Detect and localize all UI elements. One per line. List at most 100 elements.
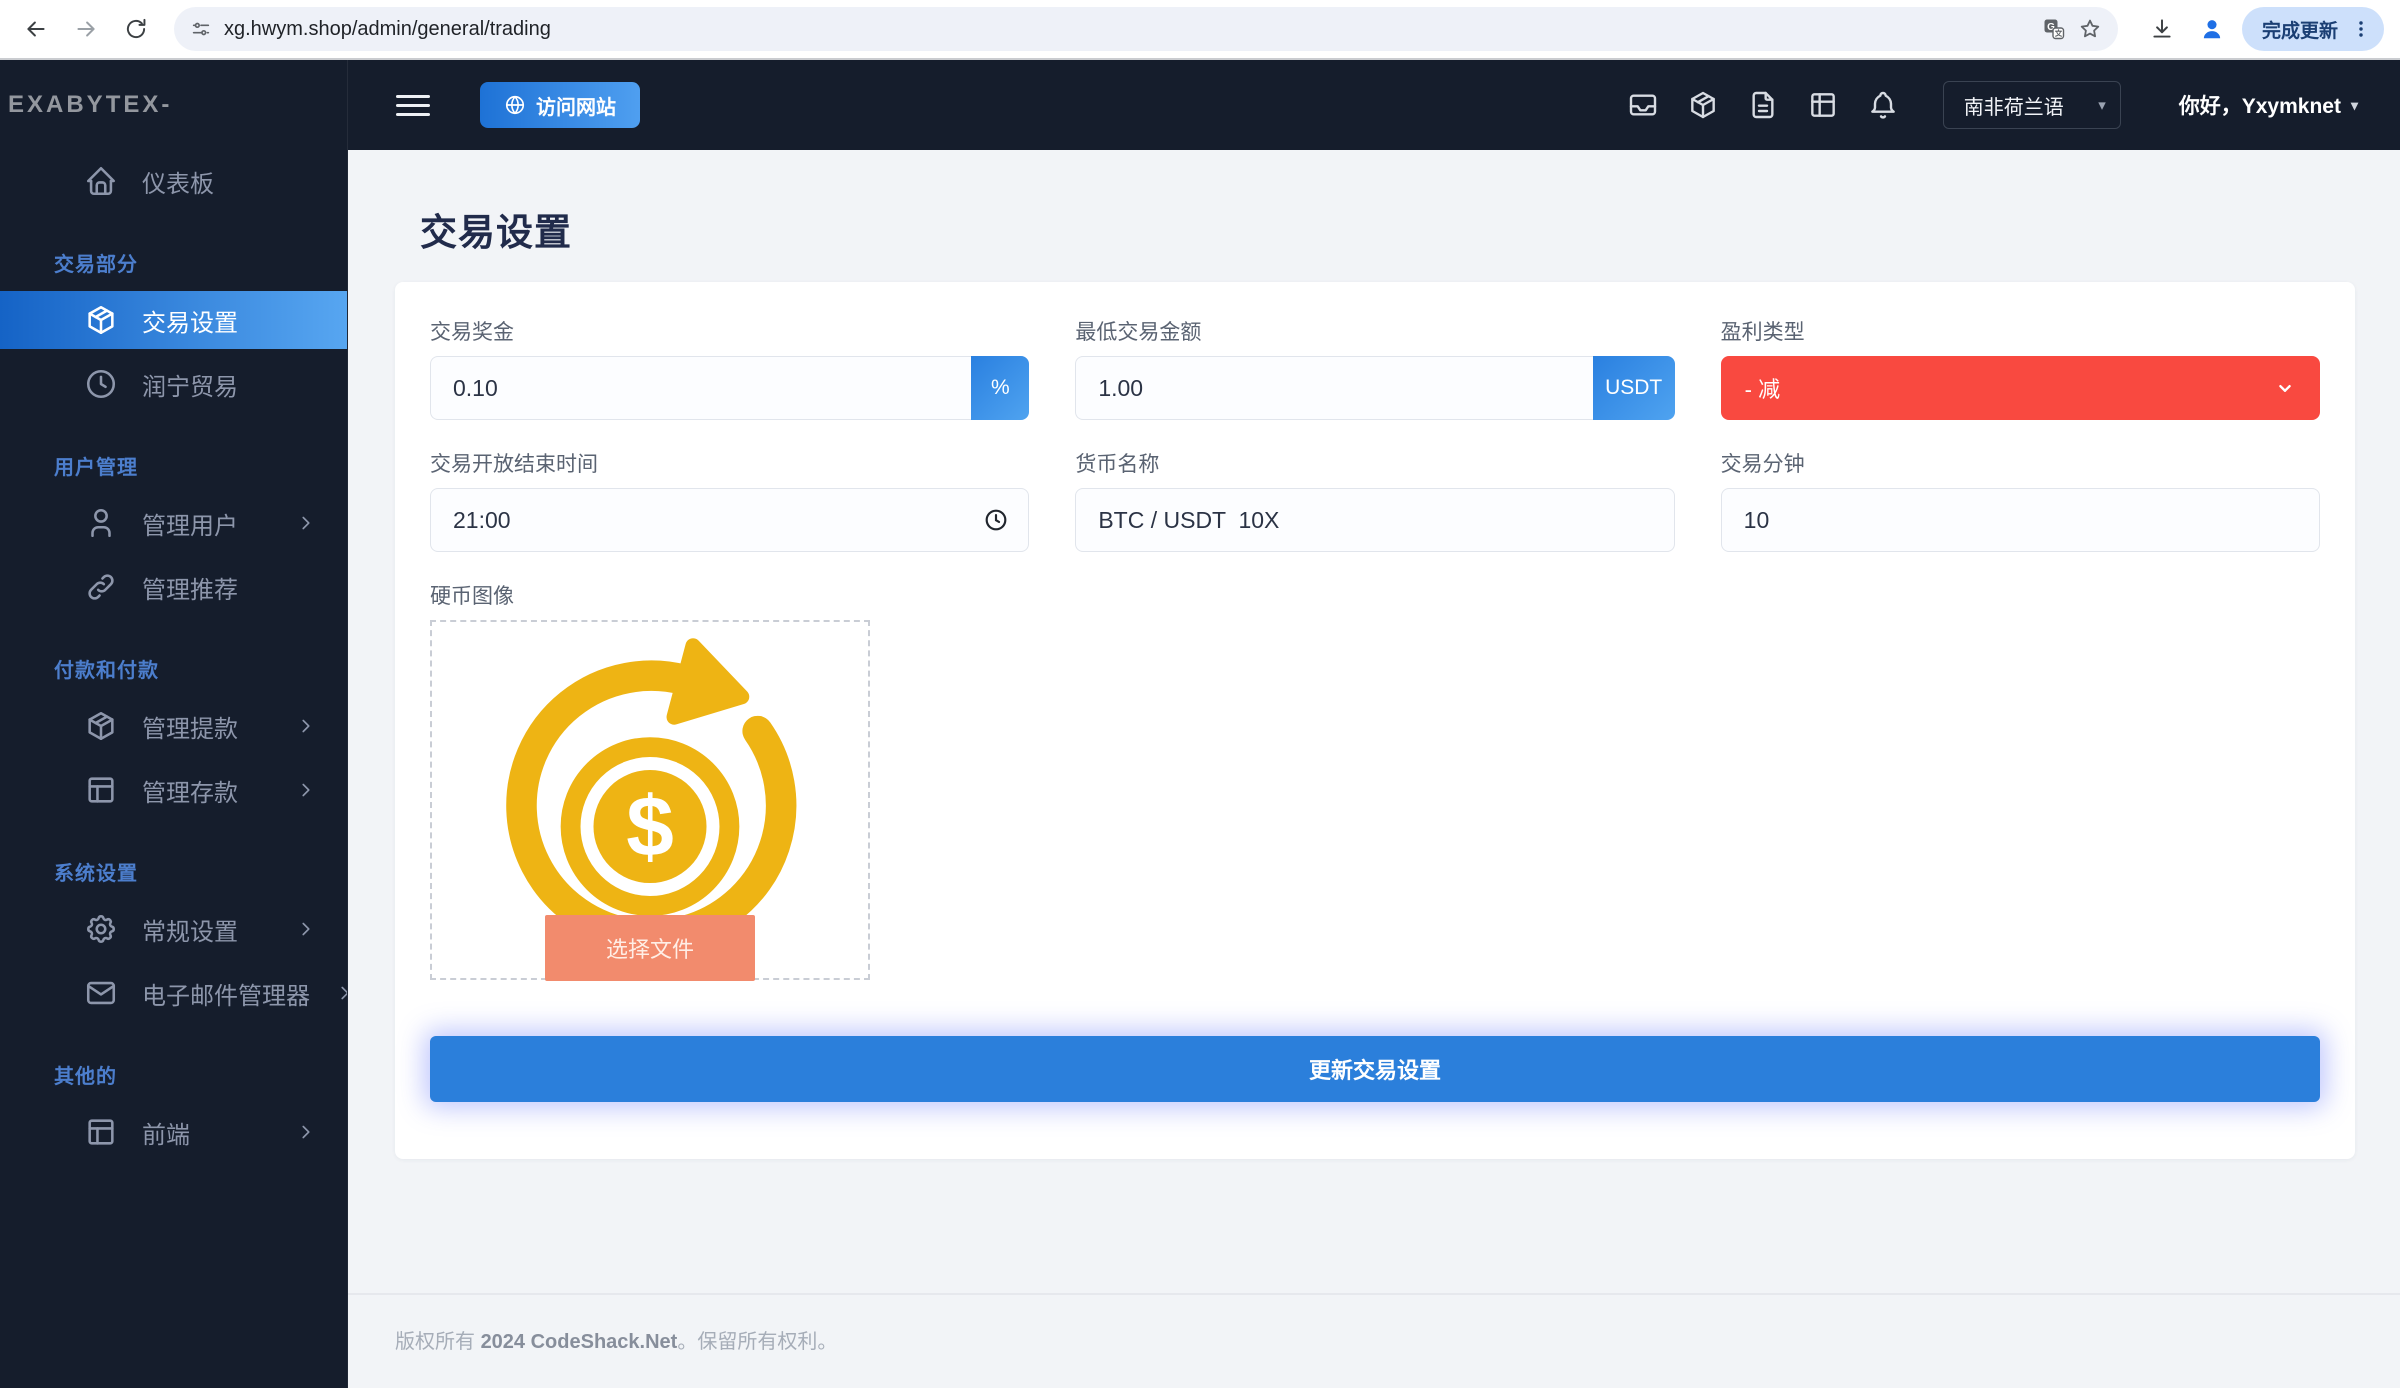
- sidebar-item-label: 管理用户: [142, 512, 238, 540]
- document-icon[interactable]: [1747, 89, 1779, 121]
- field-trade-end-time: 交易开放结束时间: [430, 448, 1030, 552]
- min-trade-amount-input[interactable]: [1075, 356, 1593, 420]
- field-trade-minutes: 交易分钟: [1720, 448, 2320, 552]
- hamburger-menu-icon[interactable]: [396, 94, 430, 116]
- field-coin-image: 硬币图像 $ 选择文件: [430, 580, 1029, 981]
- chrome-update-pill[interactable]: 完成更新: [2241, 7, 2384, 51]
- sidebar-item-label: 前端: [142, 1121, 190, 1149]
- trade-end-time-input[interactable]: [430, 488, 1030, 552]
- trade-end-time-label: 交易开放结束时间: [430, 453, 598, 476]
- sidebar-item-label: 交易设置: [142, 309, 238, 337]
- profile-icon[interactable]: [2192, 9, 2232, 49]
- reload-icon[interactable]: [116, 9, 156, 49]
- browser-toolbar: xg.hwym.shop/admin/general/trading G: [0, 0, 2400, 60]
- sidebar-section-others: 其他的: [54, 1066, 117, 1088]
- svg-text:G: G: [2047, 22, 2055, 33]
- footer-copyright-suffix: 。保留所有权利。: [677, 1331, 838, 1353]
- sidebar-item-label: 常规设置: [142, 918, 238, 946]
- field-min-trade-amount: 最低交易金额 USDT: [1075, 316, 1675, 420]
- field-profit-type: 盈利类型 - 减: [1720, 316, 2320, 420]
- bell-icon[interactable]: [1867, 89, 1899, 121]
- kebab-menu-icon[interactable]: [2346, 11, 2376, 47]
- sidebar-section-trading: 交易部分: [54, 254, 138, 276]
- sidebar-item-label: 管理推荐: [142, 576, 238, 604]
- sidebar-item-manage-users[interactable]: 管理用户: [0, 494, 347, 552]
- min-trade-amount-label: 最低交易金额: [1075, 321, 1202, 344]
- page-title: 交易设置: [420, 212, 572, 253]
- sidebar-item-label: 管理存款: [142, 779, 238, 807]
- table-icon: [84, 773, 118, 807]
- chevron-right-icon: [295, 779, 317, 801]
- chevron-down-icon: ▾: [2350, 96, 2358, 113]
- language-value: 南非荷兰语: [1963, 96, 2064, 119]
- trade-bonus-input[interactable]: [430, 356, 972, 420]
- profit-type-select[interactable]: - 减: [1720, 356, 2320, 420]
- link-icon: [84, 570, 118, 604]
- update-trading-settings-button[interactable]: 更新交易设置: [430, 1036, 2320, 1102]
- home-icon: [84, 164, 118, 198]
- usdt-addon: USDT: [1592, 356, 1675, 420]
- chrome-update-label: 完成更新: [2261, 20, 2338, 42]
- sidebar-item-manage-deposits[interactable]: 管理存款: [0, 761, 347, 819]
- sidebar-item-frontend[interactable]: 前端: [0, 1103, 347, 1161]
- package-icon: [84, 709, 118, 743]
- omnibox[interactable]: xg.hwym.shop/admin/general/trading G: [174, 7, 2118, 51]
- chevron-right-icon: [295, 715, 317, 737]
- sidebar-item-label: 管理提款: [142, 715, 238, 743]
- sidebar-item-manage-referrals[interactable]: 管理推荐: [0, 558, 347, 616]
- dollar-coin-refresh-icon: $: [506, 638, 797, 951]
- user-menu[interactable]: 你好，Yxymknet ▾: [2179, 90, 2358, 120]
- language-select[interactable]: 南非荷兰语 ▾: [1942, 81, 2121, 129]
- sidebar-item-running-trade[interactable]: 润宁贸易: [0, 355, 347, 413]
- brand-logo: EXABYTEX-: [0, 60, 348, 150]
- download-icon[interactable]: [2142, 9, 2182, 49]
- admin-topbar: EXABYTEX- 访问网站 南非荷兰: [0, 60, 2400, 150]
- chevron-right-icon: [295, 1121, 317, 1143]
- package-icon: [84, 303, 118, 337]
- coin-image-dropzone[interactable]: $ 选择文件: [430, 620, 870, 981]
- currency-name-input[interactable]: [1075, 488, 1675, 552]
- clock-icon: [84, 367, 118, 401]
- svg-text:$: $: [626, 780, 674, 875]
- sidebar-section-payments: 付款和付款: [54, 660, 159, 682]
- url-text[interactable]: xg.hwym.shop/admin/general/trading: [224, 17, 551, 40]
- chevron-right-icon: [295, 512, 317, 534]
- chevron-right-icon: [334, 982, 347, 1004]
- user-icon: [84, 506, 118, 540]
- table-icon[interactable]: [1807, 89, 1839, 121]
- translate-icon[interactable]: G: [2042, 17, 2066, 41]
- profit-type-label: 盈利类型: [1720, 321, 1805, 344]
- sidebar-item-label: 电子邮件管理器: [142, 982, 310, 1010]
- tune-icon[interactable]: [190, 18, 212, 40]
- clock-icon[interactable]: [983, 507, 1009, 533]
- sidebar-item-trade-settings[interactable]: 交易设置: [0, 291, 347, 349]
- forward-icon[interactable]: [66, 9, 106, 49]
- package-icon[interactable]: [1687, 89, 1719, 121]
- main-content: 交易设置 交易奖金 % 最低交易金额 USDT: [348, 150, 2400, 1388]
- sidebar-item-label: 润宁贸易: [142, 373, 238, 401]
- sidebar-item-dashboard[interactable]: 仪表板: [0, 152, 347, 210]
- back-icon[interactable]: [16, 9, 56, 49]
- inbox-icon[interactable]: [1627, 89, 1659, 121]
- sidebar-section-user-management: 用户管理: [54, 457, 138, 479]
- field-currency-name: 货币名称: [1075, 448, 1675, 552]
- coin-image-label: 硬币图像: [430, 585, 514, 608]
- choose-file-button[interactable]: 选择文件: [545, 915, 755, 981]
- footer: 版权所有 2024 CodeShack.Net。保留所有权利。: [348, 1293, 2400, 1388]
- chevron-down-icon: ▾: [2098, 97, 2106, 114]
- sidebar-item-general-settings[interactable]: 常规设置: [0, 900, 347, 958]
- chevron-down-icon: [2279, 384, 2291, 392]
- trade-minutes-input[interactable]: [1720, 488, 2320, 552]
- sidebar-item-manage-withdrawals[interactable]: 管理提款: [0, 697, 347, 755]
- star-icon[interactable]: [2078, 17, 2102, 41]
- sidebar-section-system-settings: 系统设置: [54, 863, 138, 885]
- chevron-right-icon: [295, 918, 317, 940]
- footer-copyright-brand: 2024 CodeShack.Net: [480, 1331, 678, 1353]
- visit-site-label: 访问网站: [536, 96, 616, 119]
- layout-icon: [84, 1115, 118, 1149]
- percent-addon: %: [971, 356, 1030, 420]
- visit-site-button[interactable]: 访问网站: [480, 82, 640, 128]
- sidebar-item-email-manager[interactable]: 电子邮件管理器: [0, 964, 347, 1022]
- field-trade-bonus: 交易奖金 %: [430, 316, 1030, 420]
